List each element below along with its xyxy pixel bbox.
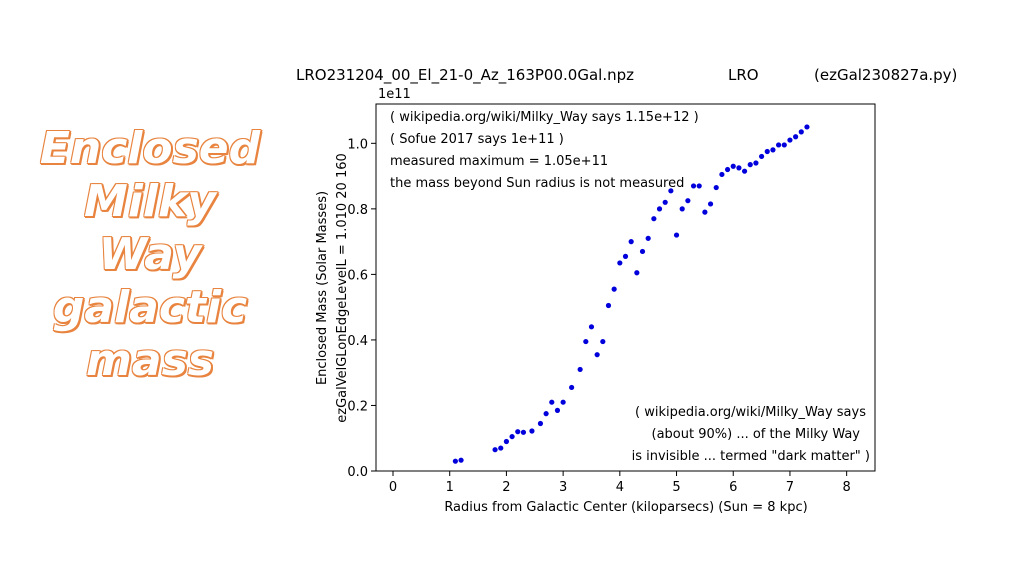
slide-title-line: mass	[86, 335, 214, 386]
slide-title-line: Way	[98, 229, 202, 280]
data-point	[492, 447, 498, 453]
slide-title-line: Enclosed	[39, 123, 261, 174]
note-top-line: measured maximum = 1.05e+11	[390, 154, 608, 169]
data-point	[741, 168, 748, 174]
data-point	[645, 235, 651, 241]
y-axis-label-line2: ezGalVelGLonEdgeLevelL = 1.010 20 160	[335, 153, 350, 423]
x-tick-label: 5	[672, 480, 680, 495]
chart-header-file: LRO231204_00_El_21-0_Az_163P00.0Gal.npz	[296, 66, 634, 85]
data-point	[569, 384, 575, 391]
note-top-line: ( Sofue 2017 says 1e+11 )	[390, 132, 564, 147]
y-tick-label: 1.0	[347, 137, 368, 152]
x-axis-label: Radius from Galactic Center (kiloparsecs…	[444, 500, 807, 515]
data-point	[529, 428, 535, 434]
y-tick-label: 0.4	[347, 334, 368, 349]
data-point	[639, 248, 646, 255]
note-bottom-line: ( wikipedia.org/wiki/Milky_Way says	[635, 405, 866, 420]
data-point	[515, 429, 521, 435]
data-point	[673, 232, 680, 238]
x-tick-label: 0	[389, 480, 397, 495]
x-tick-label: 1	[446, 480, 454, 495]
data-point	[611, 286, 617, 292]
data-point	[804, 124, 810, 130]
y-axis-label-line1: Enclosed Mass (Solar Masses)	[315, 191, 330, 385]
data-point	[787, 137, 793, 143]
data-point	[577, 366, 583, 373]
y-offset-label: 1e11	[378, 87, 411, 102]
data-point	[696, 183, 702, 189]
y-tick-label: 0.0	[347, 465, 368, 480]
data-points	[452, 124, 810, 464]
x-tick-label: 8	[843, 480, 851, 495]
data-point	[764, 148, 770, 155]
data-point	[617, 260, 623, 266]
data-point	[707, 201, 714, 207]
data-point	[798, 129, 804, 135]
data-point	[662, 199, 668, 205]
data-point	[758, 153, 765, 160]
data-point	[588, 324, 595, 330]
y-tick-label: 0.6	[347, 268, 368, 283]
data-point	[702, 209, 708, 215]
data-point	[690, 183, 697, 189]
data-point	[543, 411, 549, 417]
data-point	[679, 206, 685, 212]
chart-header-script: (ezGal230827a.py)	[814, 66, 957, 84]
slide-title: Enclosed Milky Way galactic mass	[20, 122, 280, 387]
y-tick-label: 0.8	[347, 203, 368, 218]
data-point	[730, 163, 736, 169]
data-point	[651, 216, 657, 222]
chart-header-site: LRO	[728, 66, 759, 84]
data-point	[498, 445, 504, 451]
note-bottom-line: is invisible ... termed "dark matter" )	[632, 449, 870, 464]
data-point	[685, 198, 691, 204]
x-tick-label: 4	[616, 480, 624, 495]
data-point	[605, 302, 612, 309]
data-point	[628, 239, 634, 245]
data-point	[776, 142, 782, 148]
data-point	[713, 184, 719, 191]
data-point	[503, 438, 510, 445]
data-point	[583, 338, 589, 345]
note-top-line: the mass beyond Sun radius is not measur…	[390, 176, 684, 191]
x-tick-label: 6	[729, 480, 737, 495]
data-point	[719, 171, 725, 178]
data-point	[600, 338, 606, 345]
slide-title-line: Milky	[84, 176, 216, 227]
x-tick-label: 2	[502, 480, 510, 495]
data-point	[458, 457, 464, 463]
x-axis-ticks: 0 1 2 3 4 5 6 7 8	[389, 471, 851, 495]
data-point	[634, 270, 640, 276]
data-point	[724, 166, 731, 173]
data-point	[594, 352, 600, 358]
y-axis-ticks: 0.0 0.2 0.4 0.6 0.8 1.0	[347, 137, 376, 480]
note-bottom-line: (about 90%) ... of the Milky Way	[652, 427, 861, 442]
note-top-line: ( wikipedia.org/wiki/Milky_Way says 1.15…	[390, 110, 699, 125]
data-point	[656, 206, 663, 212]
data-point	[622, 253, 629, 259]
data-point	[520, 429, 527, 435]
data-point	[560, 399, 566, 405]
y-tick-label: 0.2	[347, 399, 368, 414]
slide-title-line: galactic	[52, 282, 248, 333]
data-point	[736, 165, 742, 171]
data-point	[753, 160, 759, 166]
data-point	[781, 142, 787, 148]
data-point	[549, 399, 555, 405]
data-point	[668, 188, 674, 194]
x-tick-label: 3	[559, 480, 567, 495]
data-point	[747, 162, 753, 168]
data-point	[537, 420, 544, 427]
plot-frame	[375, 103, 876, 472]
data-point	[793, 134, 799, 140]
x-tick-label: 7	[786, 480, 794, 495]
data-point	[452, 458, 458, 464]
data-point	[554, 407, 561, 413]
data-point	[509, 433, 515, 440]
data-point	[770, 147, 776, 153]
